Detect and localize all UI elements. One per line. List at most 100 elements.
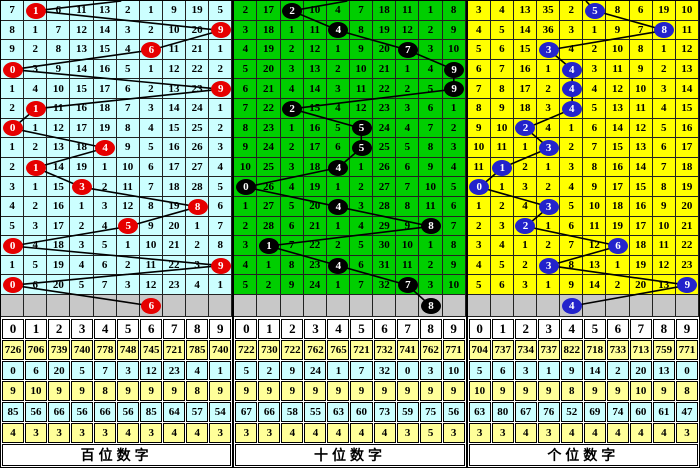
stat-cell: 0 [675, 360, 698, 381]
grid-cell: 1 [537, 59, 561, 80]
drawn-ball: 0 [2, 238, 23, 254]
drawn-ball: 1 [25, 2, 46, 19]
grid-cell: 1 [513, 138, 538, 158]
grid-cell: 8 [1, 20, 25, 41]
grid-cell: 3 [209, 138, 233, 158]
grid-cell: 2 [606, 275, 630, 295]
grid-cell: 9 [560, 275, 584, 295]
grid-cell: 1 [1, 138, 25, 158]
stat-cell: 4 [163, 423, 186, 443]
grid-cell: 7 [560, 236, 584, 256]
stat-cell: 8 [675, 381, 698, 402]
stat-cell: 7 [94, 360, 117, 381]
drawn-ball: 2 [282, 100, 303, 117]
grid-cell: 7 [1, 1, 25, 21]
stat-cell: 778 [94, 339, 117, 360]
stat-cell: 3 [396, 423, 419, 443]
grid-cell: 11 [629, 98, 653, 119]
grid-cell: 4 [467, 255, 491, 276]
grid-cell: 8 [583, 157, 607, 178]
grid-cell: 1 [326, 216, 350, 237]
grid-cell: 1 [652, 40, 676, 60]
stat-cell: 4 [583, 423, 606, 443]
drawn-ball: 3 [538, 198, 559, 215]
stat-cell: 4 [373, 423, 396, 443]
gray-row-cell [467, 294, 491, 317]
grid-cell: 8 [652, 177, 676, 197]
stat-cell: 9 [117, 381, 140, 402]
grid-cell: 2 [116, 255, 140, 276]
grid-cell: 18 [373, 1, 397, 21]
grid-cell: 18 [303, 157, 327, 178]
grid-cell: 3 [467, 236, 491, 256]
grid-cell: 3 [467, 1, 491, 21]
grid-cell: 1 [24, 118, 48, 139]
grid-cell: 11 [116, 177, 140, 197]
grid-cell: 15 [70, 79, 94, 99]
grid-cell: 6 [629, 1, 653, 21]
grid-cell: 7 [93, 275, 117, 295]
grid-cell: 13 [652, 275, 676, 295]
gray-row-cell [280, 294, 304, 317]
grid-cell: 20 [373, 40, 397, 60]
grid-cell: 12 [583, 236, 607, 256]
grid-cell: 2 [560, 138, 584, 158]
grid-cell: 8 [280, 255, 304, 276]
grid-cell: 20 [629, 275, 653, 295]
column-header-cell: 0 [2, 319, 25, 339]
grid-cell: 3 [396, 98, 420, 119]
stat-cell: 4 [186, 360, 209, 381]
grid-cell: 2 [24, 138, 48, 158]
grid-cell: 5 [349, 236, 374, 256]
grid-cell: 5 [70, 275, 94, 295]
grid-cell: 4 [1, 196, 25, 217]
grid-cell: 4 [186, 275, 210, 295]
stat-cell: 66 [258, 402, 281, 423]
stat-cell: 3 [442, 423, 465, 443]
grid-cell: 4 [93, 216, 117, 237]
grid-cell: 4 [652, 98, 676, 119]
grid-cell: 10 [442, 275, 466, 295]
stat-cell: 759 [652, 339, 675, 360]
drawn-ball: 1 [25, 159, 46, 176]
grid-cell: 22 [373, 79, 397, 99]
grid-cell: 5 [583, 98, 607, 119]
gray-row-cell [537, 294, 561, 317]
grid-cell: 3 [537, 98, 561, 119]
grid-cell: 12 [675, 40, 699, 60]
stat-cell: 4 [629, 423, 652, 443]
trend-grid-hundreds: 7 6 11 13 2 1 9 19 5 8 1 7 12 14 3 2 10 20 9 2 8 13 15 4 11 21 1 3 9… [1, 1, 233, 317]
grid-cell: 9 [1, 40, 25, 60]
grid-cell: 17 [257, 1, 281, 21]
grid-cell: 4 [490, 1, 514, 21]
grid-cell: 3 [326, 79, 350, 99]
drawn-ball: 0 [235, 179, 256, 196]
column-header-cell: 1 [258, 319, 281, 339]
grid-cell: 7 [490, 59, 514, 80]
grid-cell: 17 [675, 138, 699, 158]
grid-cell: 6 [467, 59, 491, 80]
drawn-ball: 2 [515, 218, 536, 235]
stat-cell: 4 [560, 423, 583, 443]
stat-row: 10 9 9 9 8 9 9 10 9 8 [468, 381, 698, 402]
stat-cell: 56 [25, 402, 48, 423]
stat-cell: 732 [373, 339, 396, 360]
grid-cell: 1 [209, 275, 233, 295]
grid-cell: 12 [652, 255, 676, 276]
grid-cell: 1 [70, 196, 94, 217]
grid-cell: 4 [326, 1, 350, 21]
grid-cell: 3 [513, 275, 538, 295]
column-header-cell: 0 [235, 319, 258, 339]
stat-cell: 4 [652, 423, 675, 443]
stat-cell: 706 [25, 339, 48, 360]
drawn-ball: 1 [25, 100, 46, 117]
grid-cell: 4 [280, 79, 304, 99]
grid-cell: 22 [162, 255, 187, 276]
grid-cell: 9 [490, 98, 514, 119]
stat-cell: 771 [675, 339, 698, 360]
grid-cell: 9 [467, 118, 491, 139]
drawn-ball: 4 [328, 22, 349, 39]
gray-row-cell [116, 294, 140, 317]
stat-cell: 59 [396, 402, 419, 423]
stat-cell: 52 [560, 402, 583, 423]
